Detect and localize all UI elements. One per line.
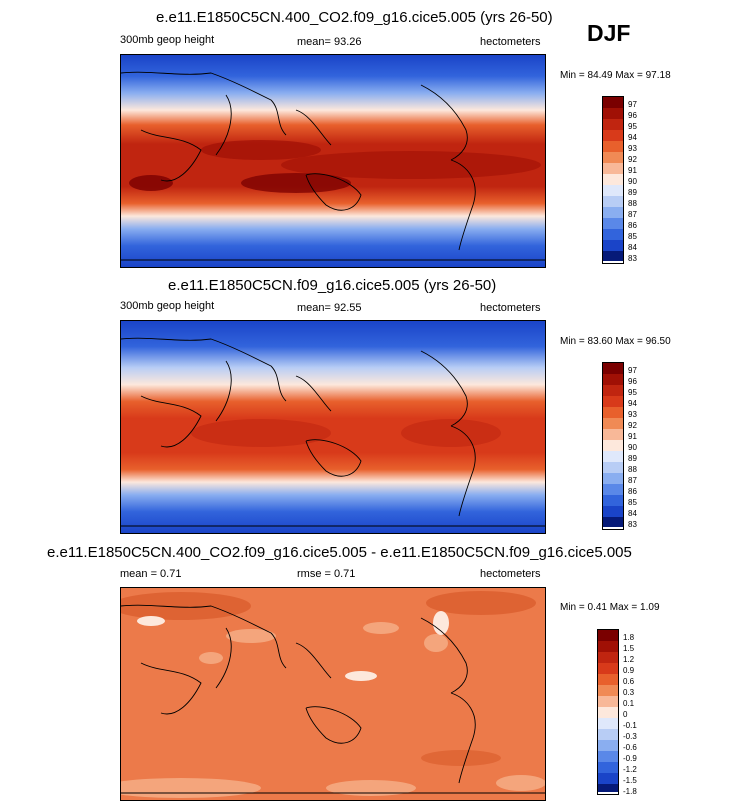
panel2-level: 87 — [628, 476, 637, 485]
panel3-level: 0.6 — [623, 677, 635, 686]
panel1-units: hectometers — [480, 36, 541, 48]
panel2-level: 83 — [628, 520, 637, 529]
panel2-level: 92 — [628, 421, 637, 430]
panel2-level: 93 — [628, 410, 637, 419]
panel1-level: 86 — [628, 221, 637, 230]
panel2-colorbar-labels: 97 96 95 94 93 92 91 90 89 88 87 86 85 8… — [628, 362, 658, 532]
panel2-coastlines — [121, 337, 545, 527]
panel2-level: 88 — [628, 465, 637, 474]
panel3-map — [120, 587, 546, 801]
panel1-level: 93 — [628, 144, 637, 153]
panel2-title: e.e11.E1850C5CN.f09_g16.cice5.005 (yrs 2… — [168, 277, 497, 294]
panel3-level: 1.8 — [623, 633, 635, 642]
panel1-level: 95 — [628, 122, 637, 131]
panel3-level: 1.2 — [623, 655, 635, 664]
panel3-units: hectometers — [480, 568, 541, 580]
season-label: DJF — [587, 20, 631, 46]
panel2-level: 85 — [628, 498, 637, 507]
panel2-map — [120, 320, 546, 534]
panel3-level: 0 — [623, 710, 628, 719]
panel3-level: -1.2 — [623, 765, 637, 774]
panel1-level: 89 — [628, 188, 637, 197]
panel2-mean: mean= 92.55 — [297, 302, 362, 314]
panel3-colorbar — [597, 629, 619, 795]
panel3-minmax: Min = 0.41 Max = 1.09 — [560, 602, 660, 613]
panel3-rmse: rmse = 0.71 — [297, 568, 356, 580]
panel1-level: 97 — [628, 100, 637, 109]
panel1-mean: mean= 93.26 — [297, 36, 362, 48]
panel1-level: 94 — [628, 133, 637, 142]
panel2-level: 89 — [628, 454, 637, 463]
panel2-level: 91 — [628, 432, 637, 441]
panel2-minmax: Min = 83.60 Max = 96.50 — [560, 336, 671, 347]
panel1-minmax: Min = 84.49 Max = 97.18 — [560, 70, 671, 81]
panel3-level: 0.1 — [623, 699, 635, 708]
panel2-units: hectometers — [480, 302, 541, 314]
panel2-level: 94 — [628, 399, 637, 408]
panel3-level: -0.3 — [623, 732, 637, 741]
panel1-level: 87 — [628, 210, 637, 219]
panel2-colorbar — [602, 362, 624, 530]
panel3-level: 0.3 — [623, 688, 635, 697]
panel1-level: 91 — [628, 166, 637, 175]
panel1-colorbar — [602, 96, 624, 264]
panel3-level: -1.8 — [623, 787, 637, 796]
panel1-level: 92 — [628, 155, 637, 164]
panel2-level: 84 — [628, 509, 637, 518]
panel1-variable: 300mb geop height — [120, 34, 215, 46]
panel2-level: 86 — [628, 487, 637, 496]
panel3-level: -1.5 — [623, 776, 637, 785]
panel1-coastlines — [121, 71, 545, 261]
panel1-level: 96 — [628, 111, 637, 120]
panel1-level: 85 — [628, 232, 637, 241]
panel2-variable: 300mb geop height — [120, 300, 215, 312]
panel1-map — [120, 54, 546, 268]
panel1-level: 83 — [628, 254, 637, 263]
panel2-level: 90 — [628, 443, 637, 452]
panel2-level: 96 — [628, 377, 637, 386]
panel3-level: -0.6 — [623, 743, 637, 752]
panel3-level: -0.1 — [623, 721, 637, 730]
panel1-title: e.e11.E1850C5CN.400_CO2.f09_g16.cice5.00… — [156, 9, 553, 26]
panel3-title: e.e11.E1850C5CN.400_CO2.f09_g16.cice5.00… — [47, 544, 632, 561]
panel1-colorbar-labels: 97 96 95 94 93 92 91 90 89 88 87 86 85 8… — [628, 96, 658, 266]
panel2-level: 95 — [628, 388, 637, 397]
panel1-level: 84 — [628, 243, 637, 252]
panel3-level: 0.9 — [623, 666, 635, 675]
panel2-level: 97 — [628, 366, 637, 375]
panel3-level: -0.9 — [623, 754, 637, 763]
panel1-level: 90 — [628, 177, 637, 186]
panel1-level: 88 — [628, 199, 637, 208]
panel3-mean: mean = 0.71 — [120, 568, 182, 580]
panel3-colorbar-labels: 1.8 1.5 1.2 0.9 0.6 0.3 0.1 0 -0.1 -0.3 … — [623, 629, 653, 799]
panel3-coastlines — [121, 604, 545, 794]
panel3-level: 1.5 — [623, 644, 635, 653]
